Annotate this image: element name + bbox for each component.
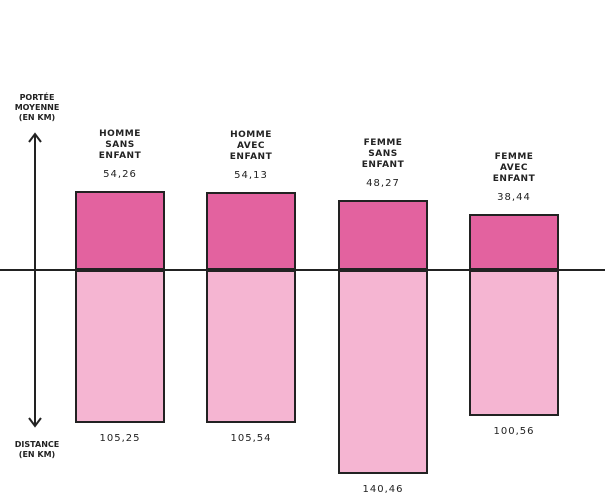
category-label: FEMME AVEC ENFANT xyxy=(493,152,535,185)
value-label: 105,25 xyxy=(100,433,141,444)
category-label: HOMME SANS ENFANT xyxy=(99,129,141,162)
value-label: 54,13 xyxy=(234,170,268,181)
value-label: 140,46 xyxy=(363,484,404,494)
bar xyxy=(75,270,165,423)
value-label: 38,44 xyxy=(497,192,531,203)
chart: PORTÉE MOYENNE (EN KM) DISTANCE (EN KM) … xyxy=(0,0,605,494)
bar xyxy=(469,214,559,270)
value-label: 54,26 xyxy=(103,169,137,180)
bar xyxy=(469,270,559,416)
value-label: 100,56 xyxy=(494,426,535,437)
zero-axis xyxy=(0,269,605,271)
bar xyxy=(75,191,165,270)
bar xyxy=(338,270,428,474)
value-label: 48,27 xyxy=(366,178,400,189)
bar xyxy=(338,200,428,270)
top-axis-label: PORTÉE MOYENNE (EN KM) xyxy=(0,93,77,123)
bar xyxy=(206,192,296,270)
value-label: 105,54 xyxy=(231,433,272,444)
category-label: FEMME SANS ENFANT xyxy=(362,138,404,171)
bottom-axis-label: DISTANCE (EN KM) xyxy=(0,440,77,460)
category-label: HOMME AVEC ENFANT xyxy=(230,130,272,163)
bar xyxy=(206,270,296,423)
